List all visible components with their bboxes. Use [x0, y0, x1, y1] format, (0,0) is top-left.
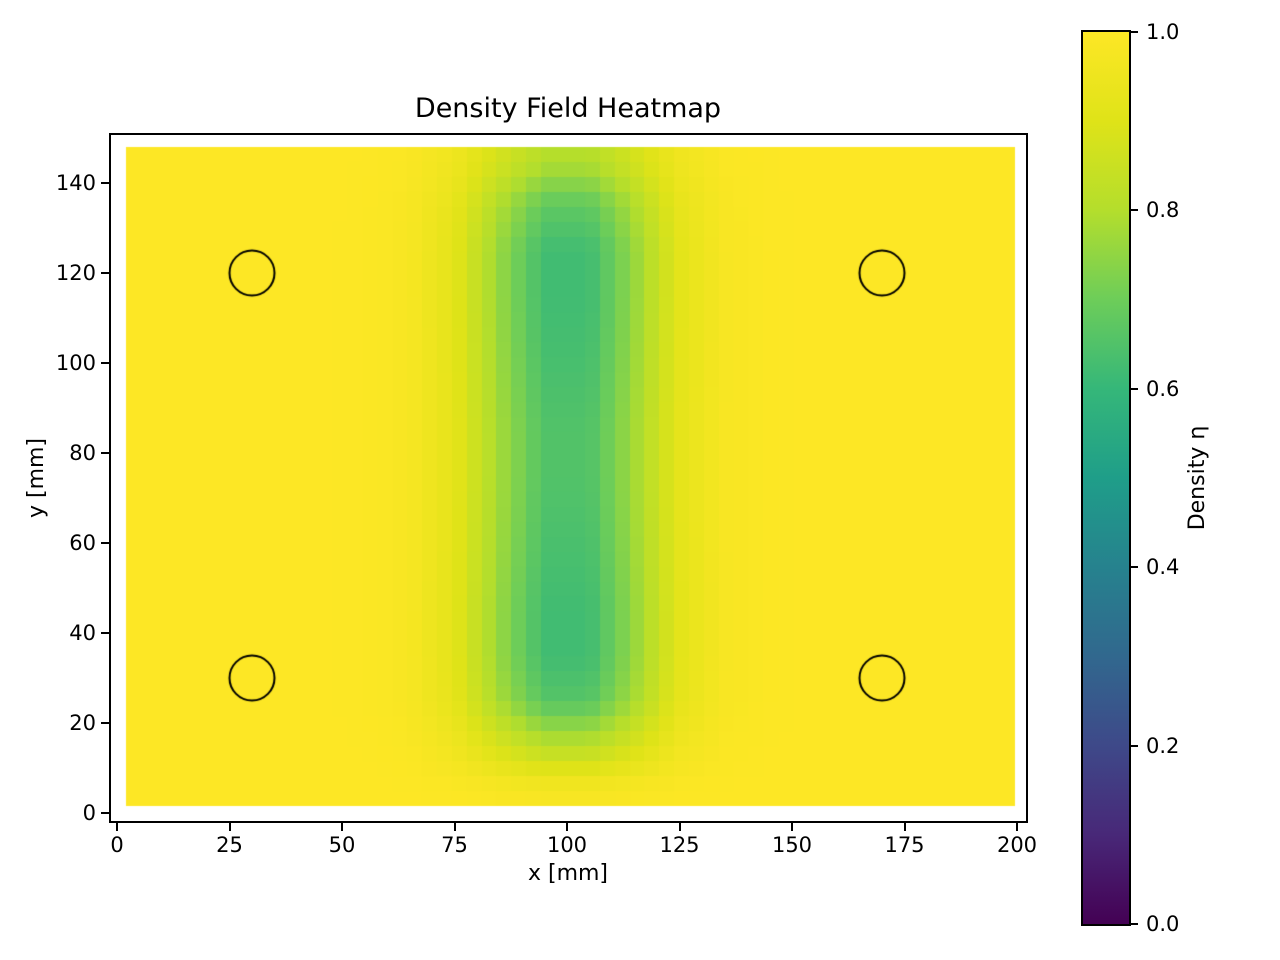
x-tick-label: 100	[546, 833, 588, 857]
x-tick-label: 25	[216, 833, 243, 857]
heatmap-canvas	[111, 135, 1026, 821]
x-tick-mark	[228, 823, 231, 831]
y-axis-label: y [mm]	[24, 437, 49, 519]
y-tick-label: 60	[69, 531, 96, 555]
x-tick-mark	[453, 823, 456, 831]
colorbar-tick-label: 1.0	[1146, 20, 1180, 44]
y-tick-label: 140	[55, 171, 96, 195]
x-tick-mark	[116, 823, 118, 831]
x-tick-label: 125	[659, 833, 700, 857]
x-tick-label: 200	[996, 833, 1038, 857]
x-tick-mark	[678, 823, 681, 831]
x-tick-label: 150	[771, 833, 813, 857]
x-tick-label: 175	[884, 833, 925, 857]
x-tick-mark	[566, 823, 568, 831]
y-tick-mark	[101, 452, 109, 454]
y-tick-label: 20	[69, 711, 96, 735]
y-tick-mark	[101, 812, 109, 814]
x-tick-mark	[903, 823, 906, 831]
x-tick-label: 50	[328, 833, 356, 857]
x-tick-label: 0	[110, 833, 124, 857]
y-tick-label: 80	[69, 441, 96, 465]
x-tick-mark	[341, 823, 343, 831]
colorbar-tick-label: 0.4	[1146, 555, 1180, 580]
colorbar-tick-mark	[1131, 744, 1138, 747]
chart-title: Density Field Heatmap	[414, 93, 722, 124]
y-tick-label: 0	[82, 801, 96, 825]
colorbar-tick-label: 0.8	[1146, 198, 1180, 223]
colorbar-label: Density η	[1185, 425, 1210, 531]
y-tick-label: 40	[69, 621, 96, 645]
x-axis-label: x [mm]	[527, 861, 609, 886]
x-tick-label: 75	[441, 833, 468, 857]
colorbar-tick-label: 0.2	[1146, 733, 1180, 758]
y-tick-mark	[101, 362, 109, 364]
y-tick-mark	[101, 542, 109, 544]
colorbar-tick-mark	[1131, 923, 1138, 925]
colorbar-tick-mark	[1131, 566, 1138, 569]
y-tick-mark	[101, 182, 109, 184]
colorbar-tick-label: 0.6	[1146, 376, 1180, 401]
colorbar	[1081, 30, 1131, 926]
colorbar-tick-mark	[1131, 387, 1138, 390]
x-tick-mark	[791, 823, 793, 831]
colorbar-gradient	[1083, 32, 1129, 924]
colorbar-tick-mark	[1131, 209, 1138, 212]
y-tick-mark	[101, 632, 109, 634]
colorbar-tick-label: 0.0	[1146, 912, 1180, 936]
x-tick-mark	[1016, 823, 1018, 831]
y-tick-mark	[101, 722, 109, 724]
y-tick-label: 120	[55, 261, 96, 285]
colorbar-tick-mark	[1131, 31, 1138, 33]
y-tick-label: 100	[55, 351, 96, 375]
y-tick-mark	[101, 272, 109, 274]
